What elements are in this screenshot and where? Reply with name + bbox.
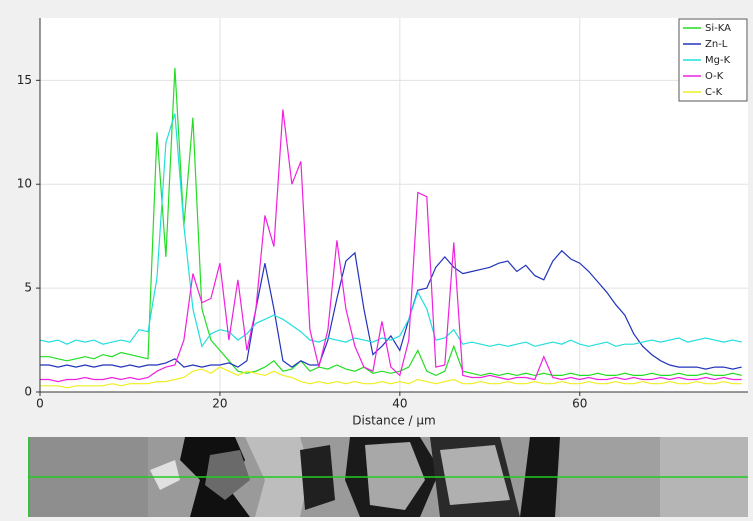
legend-label: Zn-L [705,39,728,50]
y-tick-label: 15 [17,73,32,87]
legend-label: C-K [705,87,723,98]
x-axis-label: Distance / µm [352,414,435,428]
chart: Distance / µm Si-KA Zn-L Mg-K O-K C-K 0 5 10 15… [0,0,753,521]
x-tick-label: 60 [572,397,587,411]
x-tick-label: 20 [212,397,227,411]
legend-label: O-K [705,71,724,82]
y-tick-label: 0 [24,385,32,399]
x-tick-label: 40 [392,397,407,411]
legend-label: Mg-K [705,55,731,66]
sem-image-strip [28,437,748,517]
x-tick-label: 0 [36,397,44,411]
plot-area [40,18,748,392]
y-tick-label: 5 [24,281,32,295]
legend: Si-KA Zn-L Mg-K O-K C-K [679,19,747,101]
legend-label: Si-KA [705,23,731,34]
y-tick-label: 10 [17,177,32,191]
